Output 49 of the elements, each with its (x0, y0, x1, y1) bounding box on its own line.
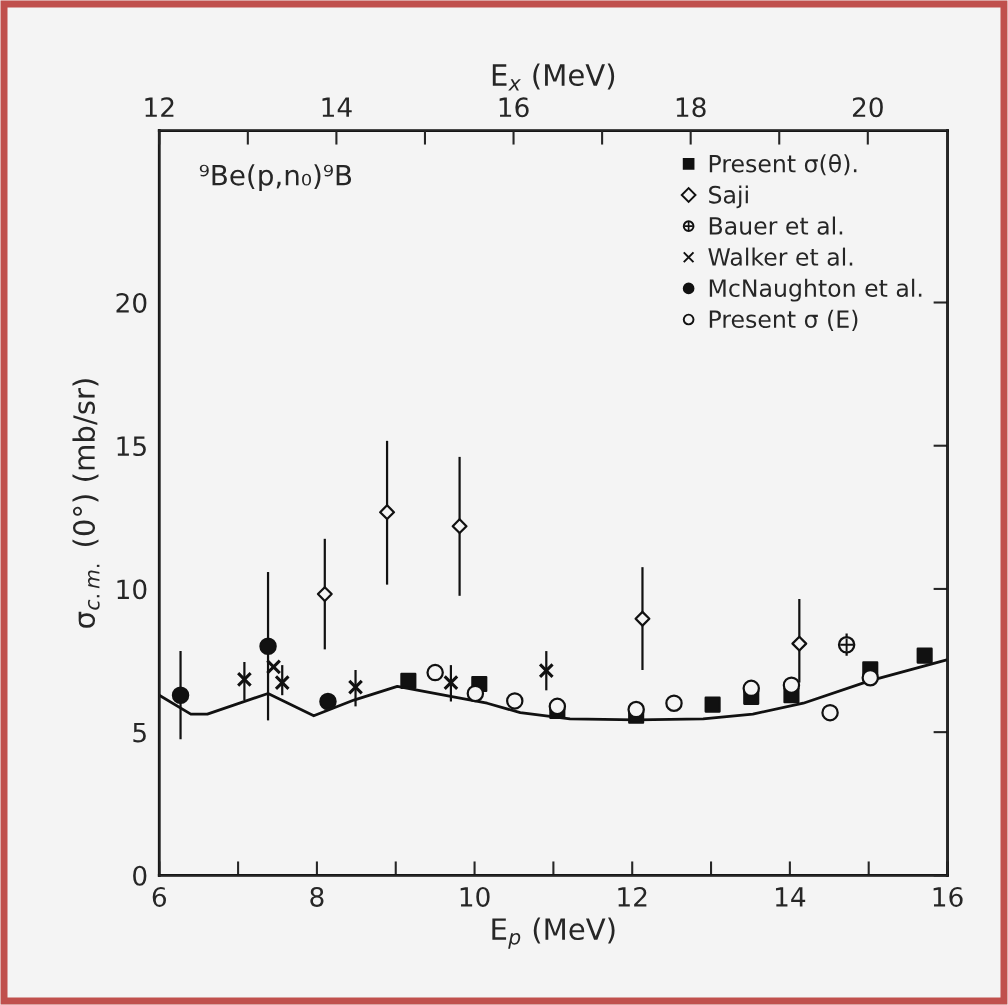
point (347, 679, 364, 695)
y-tick-label: 15 (117, 436, 146, 457)
point (379, 504, 396, 521)
x-tick-label: 10 (460, 886, 490, 907)
x-tick-label: 8 (310, 886, 324, 907)
point (538, 662, 555, 679)
annotation: ⁹Be(p,n₀)⁹B (199, 164, 352, 192)
legend-label: Bauer et al. (709, 216, 843, 235)
point (236, 671, 253, 688)
x2-tick-label: 14 (322, 97, 352, 117)
x2-tick-label: 12 (145, 97, 174, 117)
point (265, 659, 282, 675)
point (782, 676, 801, 694)
legend-label: Saji (709, 185, 748, 209)
point (791, 635, 808, 652)
y-tick-label: 10 (117, 579, 147, 600)
legend-label: Present σ (E) (709, 309, 858, 331)
x-tick-label: 6 (152, 886, 166, 907)
x2-tick-label: 18 (676, 97, 706, 118)
point (506, 692, 524, 710)
point (821, 703, 839, 722)
legend-label: McNaughton et al. (709, 278, 922, 302)
x2-axis-title: E$_{x}$ (MeV) (492, 63, 615, 91)
point (426, 663, 444, 682)
point (259, 637, 277, 655)
y-tick-label: 0 (133, 865, 147, 886)
x2-tick-label: 16 (499, 97, 529, 118)
point (704, 696, 721, 713)
y-axis-title: σ$_{c.m.}$ (0°) (mb/sr) (72, 379, 100, 628)
y-tick-label: 20 (116, 292, 147, 313)
point (400, 672, 417, 689)
point (443, 674, 459, 691)
point (319, 692, 337, 711)
point (316, 586, 333, 603)
point (665, 694, 683, 712)
point (634, 610, 651, 627)
point (274, 674, 291, 691)
x-tick-label: 16 (933, 886, 963, 907)
legend-label: Present σ(θ). (709, 154, 857, 176)
x-tick-label: 14 (775, 887, 806, 907)
x-tick-label: 12 (618, 886, 647, 907)
legend-label: Walker et al. (708, 247, 853, 266)
point (916, 647, 933, 664)
x-axis-title: E$_{p}$ (MeV) (492, 917, 615, 949)
point (171, 686, 190, 704)
point (451, 518, 468, 535)
x2-tick-label: 20 (852, 97, 883, 118)
y-tick-label: 5 (133, 722, 146, 743)
point (466, 684, 485, 703)
